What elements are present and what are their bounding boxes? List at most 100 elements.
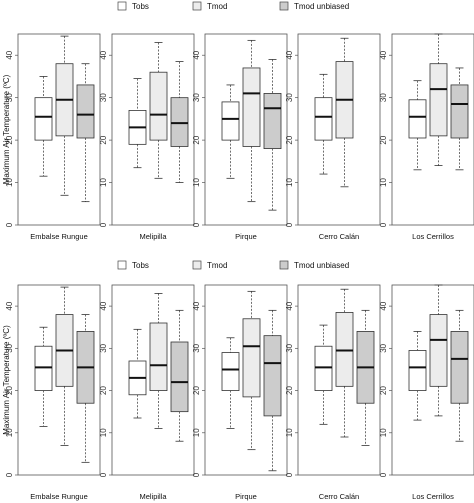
legend-swatch-tmod-unbiased	[279, 260, 289, 270]
panel-frame	[297, 33, 381, 226]
station-label: Los Cerrillos	[412, 232, 454, 241]
y-tick-label: 30	[379, 343, 388, 352]
y-tick-label: 40	[5, 50, 14, 59]
box-tobs	[314, 97, 333, 141]
y-tick-label: 30	[5, 93, 14, 102]
y-tick-label: 20	[192, 135, 201, 144]
station-label: Pirque	[235, 232, 257, 241]
box-tmod-unbiased	[170, 97, 189, 147]
box-tmod-unbiased	[170, 341, 189, 413]
y-tick-label: 0	[285, 472, 294, 477]
legend-label-tobs: Tobs	[132, 261, 149, 270]
y-tick-label: 10	[5, 178, 14, 187]
y-tick-label: 30	[285, 343, 294, 352]
y-tick-label: 30	[5, 343, 14, 352]
y-tick-label: 10	[285, 178, 294, 187]
box-tmod-unbiased	[76, 84, 95, 139]
panel-frame	[297, 284, 381, 476]
station-label: Melipilla	[139, 232, 167, 241]
box-tmod	[242, 67, 261, 147]
y-tick-label: 10	[192, 428, 201, 437]
y-tick-label: 40	[99, 50, 108, 59]
station-label: Pirque	[235, 492, 257, 501]
panel-frame	[204, 284, 288, 476]
legend-swatch-tobs	[117, 1, 127, 11]
legend-label-tmod: Tmod	[207, 2, 227, 11]
y-tick-label: 40	[285, 50, 294, 59]
y-tick-label: 30	[379, 93, 388, 102]
y-tick-label: 10	[99, 428, 108, 437]
box-tobs	[221, 352, 240, 391]
y-tick-label: 30	[99, 93, 108, 102]
panel-frame	[391, 284, 474, 476]
y-tick-label: 10	[192, 178, 201, 187]
y-tick-label: 40	[379, 301, 388, 310]
y-tick-label: 10	[99, 178, 108, 187]
y-tick-label: 10	[285, 428, 294, 437]
legend-label-tmod-unbiased: Tmod unbiased	[294, 2, 349, 11]
box-tmod	[149, 322, 168, 391]
legend-label-tobs: Tobs	[132, 2, 149, 11]
y-tick-label: 40	[192, 301, 201, 310]
y-tick-label: 0	[5, 472, 14, 477]
panel-frame	[111, 33, 195, 226]
y-tick-label: 0	[379, 222, 388, 227]
y-tick-label: 40	[99, 301, 108, 310]
box-tobs	[34, 97, 53, 141]
y-tick-label: 40	[192, 50, 201, 59]
y-tick-label: 10	[5, 428, 14, 437]
box-tobs	[408, 350, 427, 391]
y-tick-label: 0	[99, 472, 108, 477]
y-tick-label: 20	[379, 386, 388, 395]
box-tmod	[242, 318, 261, 398]
panel-frame	[17, 33, 101, 226]
y-tick-label: 30	[99, 343, 108, 352]
y-axis-label: Maximum Air Temperature (ºC)	[2, 74, 11, 184]
legend-swatch-tmod	[192, 260, 202, 270]
box-tmod	[149, 71, 168, 141]
y-tick-label: 0	[99, 222, 108, 227]
panel-frame	[17, 284, 101, 476]
legend-swatch-tobs	[117, 260, 127, 270]
y-tick-label: 40	[5, 301, 14, 310]
y-tick-label: 0	[5, 222, 14, 227]
panel-frame	[111, 284, 195, 476]
y-tick-label: 0	[192, 472, 201, 477]
box-tobs	[314, 345, 333, 391]
y-tick-label: 10	[379, 178, 388, 187]
panel-frame	[204, 33, 288, 226]
y-tick-label: 20	[285, 135, 294, 144]
legend-swatch-tmod	[192, 1, 202, 11]
y-tick-label: 40	[379, 50, 388, 59]
legend-label-tmod: Tmod	[207, 261, 227, 270]
y-tick-label: 0	[285, 222, 294, 227]
box-tmod-unbiased	[450, 84, 469, 139]
legend-label-tmod-unbiased: Tmod unbiased	[294, 261, 349, 270]
y-tick-label: 10	[379, 428, 388, 437]
box-tobs	[408, 99, 427, 139]
y-tick-label: 20	[99, 135, 108, 144]
box-tmod	[429, 314, 448, 387]
box-tmod-unbiased	[263, 93, 282, 150]
station-label: Melipilla	[139, 492, 167, 501]
box-tobs	[34, 345, 53, 391]
box-tmod-unbiased	[450, 331, 469, 404]
station-label: Los Cerrillos	[412, 492, 454, 501]
station-label: Embalse Rungue	[30, 232, 88, 241]
station-label: Cerro Calán	[319, 492, 359, 501]
y-tick-label: 20	[192, 386, 201, 395]
y-tick-label: 30	[192, 93, 201, 102]
y-tick-label: 40	[285, 301, 294, 310]
y-tick-label: 20	[379, 135, 388, 144]
y-axis-label: Maximum Air Temperature (ºC)	[2, 325, 11, 435]
legend-swatch-tmod-unbiased	[279, 1, 289, 11]
y-tick-label: 0	[379, 472, 388, 477]
station-label: Embalse Rungue	[30, 492, 88, 501]
station-label: Cerro Calán	[319, 232, 359, 241]
box-tmod	[335, 312, 354, 387]
y-tick-label: 20	[285, 386, 294, 395]
box-tmod-unbiased	[263, 335, 282, 417]
box-tmod	[429, 63, 448, 137]
box-tobs	[221, 101, 240, 141]
